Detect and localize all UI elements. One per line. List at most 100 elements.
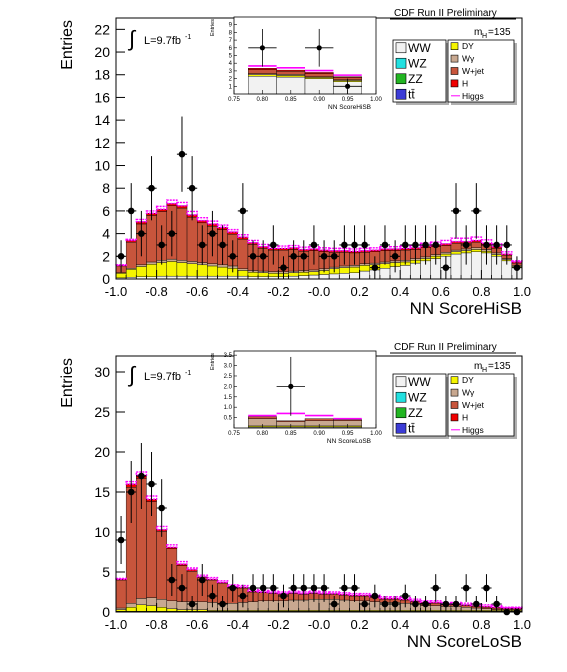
legend-swatch-ttbar (395, 88, 407, 100)
data-point (381, 241, 389, 249)
y-tick-label: 10 (94, 524, 110, 540)
dy-bin (176, 609, 188, 612)
data-point (462, 241, 470, 249)
x-tick-label: 0.6 (432, 617, 450, 632)
y-tick-label: 18 (94, 67, 110, 83)
data-point (341, 241, 348, 249)
dy-bin (136, 266, 147, 277)
wgamma-bin (247, 601, 259, 611)
y-tick-label: 4 (102, 226, 110, 242)
data-point (401, 241, 409, 249)
wjet-bin (237, 239, 249, 269)
higgs-bin (450, 237, 462, 243)
inset-h-bin (276, 69, 306, 72)
integral-sign: ∫ (127, 26, 137, 51)
wgamma-bin (450, 249, 462, 252)
x-tick-label: -0.6 (186, 617, 208, 632)
dy-bin (207, 265, 218, 277)
inset-x-tick-label: 0.75 (228, 431, 240, 437)
wgamma-bin (339, 265, 350, 268)
inset-y-tick-label: 7 (229, 38, 233, 44)
x-axis-title: NN ScoreLoSB (407, 632, 522, 651)
inset-y-tick-label: 2 (229, 77, 233, 83)
data-point (117, 536, 125, 544)
data-point (178, 584, 186, 592)
legend-swatch-dy (450, 376, 459, 385)
data-point (483, 241, 490, 249)
inset-y-tick-label: 6 (229, 46, 233, 52)
data-point (198, 576, 206, 584)
data-point (249, 584, 257, 592)
data-point (320, 584, 328, 592)
dy-bin (176, 262, 188, 277)
inset-wjet-bin (276, 420, 306, 422)
inset-chart: 0.75 0.80 0.85 0.90 0.95 1.00 0.5 1.0 1.5 2.0 2.5 3… (210, 350, 382, 445)
data-point (188, 184, 196, 192)
legend-label-zz: ZZ (408, 72, 423, 86)
mass-subscript: H (482, 367, 487, 374)
wjet-bin (176, 207, 188, 261)
data-point (452, 600, 460, 608)
dy-bin (298, 271, 310, 276)
inset-data-point (259, 45, 265, 51)
y-tick-label: 30 (94, 364, 110, 380)
data-point (270, 241, 277, 249)
inset-wjet-bin (247, 416, 277, 419)
x-tick-label: -0.0 (308, 617, 330, 632)
y-tick-label: 16 (94, 89, 110, 105)
x-tick-label: -0.0 (308, 284, 330, 299)
dy-bin (186, 263, 198, 277)
mass-value: =135 (488, 27, 511, 38)
y-tick-label: 20 (94, 444, 110, 460)
data-point (422, 241, 429, 249)
data-point (198, 241, 206, 249)
higgs-bin (440, 239, 452, 245)
data-point (158, 504, 165, 512)
higgs-bin (206, 576, 219, 580)
data-point (371, 592, 379, 600)
higgs-bin (369, 247, 381, 251)
data-point (361, 600, 368, 608)
higgs-bin (277, 245, 290, 250)
x-tick-label: 0.4 (391, 617, 409, 632)
legend-swatch-wgamma (450, 54, 459, 63)
legend-label-wz: WZ (408, 390, 427, 404)
inset-y-tick-label: 3.5 (224, 353, 233, 359)
dy-bin (166, 608, 178, 612)
data-point (127, 207, 135, 215)
data-point (330, 600, 338, 608)
h-bin (227, 231, 238, 235)
data-point (229, 584, 237, 592)
wgamma-bin (268, 600, 279, 611)
wjet-bin (156, 531, 167, 600)
x-tick-label: 0.8 (472, 617, 490, 632)
higgs-bin (186, 567, 198, 571)
y-axis-title: Entries (59, 358, 76, 408)
data-point (473, 600, 480, 608)
dy-bin (440, 253, 452, 257)
dy-bin (156, 607, 167, 612)
mass-value: =135 (488, 361, 511, 372)
data-point (280, 592, 287, 600)
legend-label-higgs: Higgs (462, 91, 484, 101)
x-tick-label: -1.0 (105, 284, 127, 299)
dy-bin (166, 261, 178, 277)
wgamma-bin (257, 600, 269, 611)
wgamma-bin (227, 603, 238, 611)
dy-bin (217, 266, 228, 277)
wjet-bin (115, 579, 127, 609)
x-tick-label: -0.4 (227, 284, 249, 299)
dy-bin (359, 265, 370, 272)
y-tick-label: 12 (94, 135, 110, 151)
data-point (351, 241, 358, 249)
data-point (361, 241, 368, 249)
inset-x-tick-label: 0.80 (257, 431, 269, 437)
legend-swatch-zz (395, 407, 407, 419)
higgs-bin (176, 201, 188, 207)
wgamma-bin (136, 264, 147, 267)
higgs-bin (501, 606, 513, 609)
dy-bin (268, 273, 279, 277)
data-point (422, 600, 429, 608)
data-point (219, 241, 226, 249)
